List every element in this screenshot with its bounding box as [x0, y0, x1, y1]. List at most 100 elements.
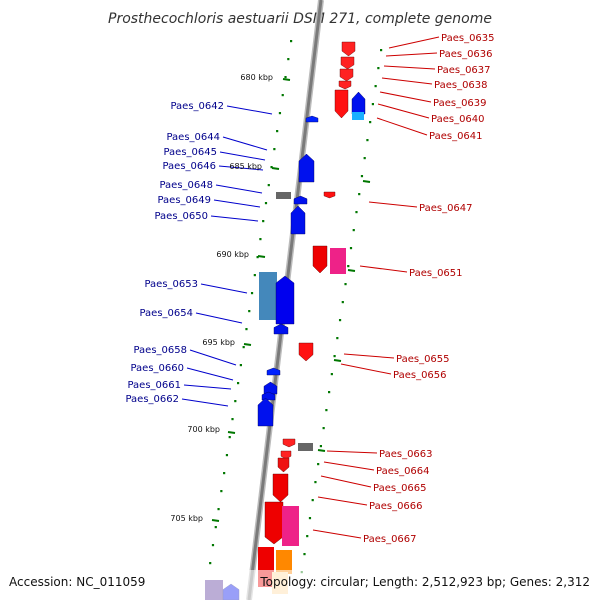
leader-line [200, 283, 248, 294]
kbp-tick [257, 255, 266, 258]
gene-label-paes-0662[interactable]: Paes_0662 [125, 394, 179, 405]
leader-line [226, 105, 273, 115]
gc-dot [248, 310, 251, 313]
gc-dot [276, 130, 279, 133]
gc-dot [234, 400, 237, 403]
gene-label-paes-0660[interactable]: Paes_0660 [130, 363, 184, 374]
leader-line [343, 353, 395, 359]
map-title: Prosthecochloris aestuarii DSM 271, comp… [108, 11, 492, 27]
leader-line [385, 52, 438, 57]
gc-dot [380, 49, 383, 52]
gc-dot [228, 436, 231, 439]
gc-dot [352, 229, 355, 232]
gene-label-paes-0639[interactable]: Paes_0639 [433, 98, 487, 109]
label-leader-lines [181, 36, 440, 539]
gene-label-paes-0654[interactable]: Paes_0654 [139, 308, 193, 319]
gc-dot [220, 490, 223, 493]
gene-paes-0664 [298, 443, 313, 451]
leader-line [181, 398, 229, 407]
gene-paes-0654 [275, 275, 295, 325]
gc-dot [306, 535, 309, 538]
gene-label-paes-0656[interactable]: Paes_0656 [393, 370, 447, 381]
gene-label-paes-0648[interactable]: Paes_0648 [159, 180, 213, 191]
gc-dot [236, 382, 240, 385]
gc-dot [223, 472, 226, 475]
gene-label-paes-0667[interactable]: Paes_0667 [363, 534, 417, 545]
gc-dot [270, 166, 273, 169]
leader-line [219, 151, 266, 161]
gene-label-paes-0663[interactable]: Paes_0663 [379, 449, 433, 460]
leader-line [379, 91, 432, 103]
gene-label-paes-0644[interactable]: Paes_0644 [166, 132, 220, 143]
gene-label-paes-0655[interactable]: Paes_0655 [396, 354, 450, 365]
leader-line [320, 475, 372, 488]
leader-line [383, 65, 436, 70]
kbp-tick [347, 269, 356, 272]
gc-dot [262, 220, 265, 223]
leader-line [218, 165, 264, 171]
gene-paes-0648 [276, 192, 291, 199]
gene-paes-0647 [323, 191, 336, 199]
gene-label-paes-0661[interactable]: Paes_0661 [127, 380, 181, 391]
gene-label-paes-0649[interactable]: Paes_0649 [157, 195, 211, 206]
gene-label-paes-0640[interactable]: Paes_0640 [431, 114, 485, 125]
gene-paes-0640 [351, 91, 366, 115]
tick-label-690: 690 kbp [216, 250, 249, 259]
gc-dot [341, 301, 344, 304]
gene-label-paes-0635[interactable]: Paes_0635 [441, 33, 495, 44]
gene-paes-0663 [282, 438, 296, 448]
gene-label-paes-0647[interactable]: Paes_0647 [419, 203, 473, 214]
topology-text: Topology: circular; Length: 2,512,923 bp… [259, 575, 590, 589]
gene-paes-0665 [277, 457, 290, 473]
leader-line [368, 201, 418, 208]
gene-paes-0664b [280, 450, 292, 460]
leader-line [215, 184, 263, 194]
kbp-tick [362, 180, 371, 183]
gc-dot [363, 157, 366, 160]
gene-paes-0658 [266, 367, 281, 376]
kbp-ticks [211, 78, 371, 522]
gene-paes-0645 [298, 153, 315, 183]
gene-label-paes-0636[interactable]: Paes_0636 [439, 49, 493, 60]
gene-label-paes-0637[interactable]: Paes_0637 [437, 65, 491, 76]
gc-dot [217, 508, 220, 511]
gene-paes-0637 [339, 68, 354, 82]
kbp-tick [317, 449, 326, 452]
gene-label-paes-0642[interactable]: Paes_0642 [170, 101, 224, 112]
gene-label-paes-0638[interactable]: Paes_0638 [434, 80, 488, 91]
gene-label-paes-0665[interactable]: Paes_0665 [373, 483, 427, 494]
leader-line [210, 215, 259, 222]
gc-dot [322, 427, 325, 430]
gc-dot [374, 85, 377, 88]
gene-paes-0653 [259, 272, 277, 320]
gc-dot [355, 211, 358, 214]
gene-label-paes-0646[interactable]: Paes_0646 [162, 161, 216, 172]
gene-label-paes-0641[interactable]: Paes_0641 [429, 131, 483, 142]
gene-label-paes-0645[interactable]: Paes_0645 [163, 147, 217, 158]
leader-line [359, 265, 408, 273]
gene-label-paes-0650[interactable]: Paes_0650 [154, 211, 208, 222]
gene-label-paes-0664[interactable]: Paes_0664 [376, 466, 430, 477]
gene-label-paes-0653[interactable]: Paes_0653 [144, 279, 198, 290]
gc-dot [253, 274, 256, 277]
kbp-tick [243, 343, 252, 346]
gc-dot [344, 283, 347, 286]
gc-dot [214, 526, 217, 529]
leader-line [377, 103, 430, 119]
gene-paes-0636 [340, 56, 355, 70]
gc-dot [284, 76, 287, 79]
tick-label-705: 705 kbp [170, 514, 203, 523]
gc-dot [250, 292, 254, 295]
gene-label-paes-0651[interactable]: Paes_0651 [409, 268, 463, 279]
tick-label-685: 685 kbp [229, 162, 262, 171]
kbp-tick [271, 167, 280, 170]
gene-paes-0667b [282, 506, 299, 546]
gene-label-paes-0666[interactable]: Paes_0666 [369, 501, 423, 512]
leader-line [213, 199, 261, 208]
gc-dot [287, 58, 290, 61]
gene-label-paes-0658[interactable]: Paes_0658 [133, 345, 187, 356]
kbp-tick [282, 78, 291, 81]
gc-dot [211, 544, 215, 547]
gene-paes-0652 [330, 248, 346, 274]
